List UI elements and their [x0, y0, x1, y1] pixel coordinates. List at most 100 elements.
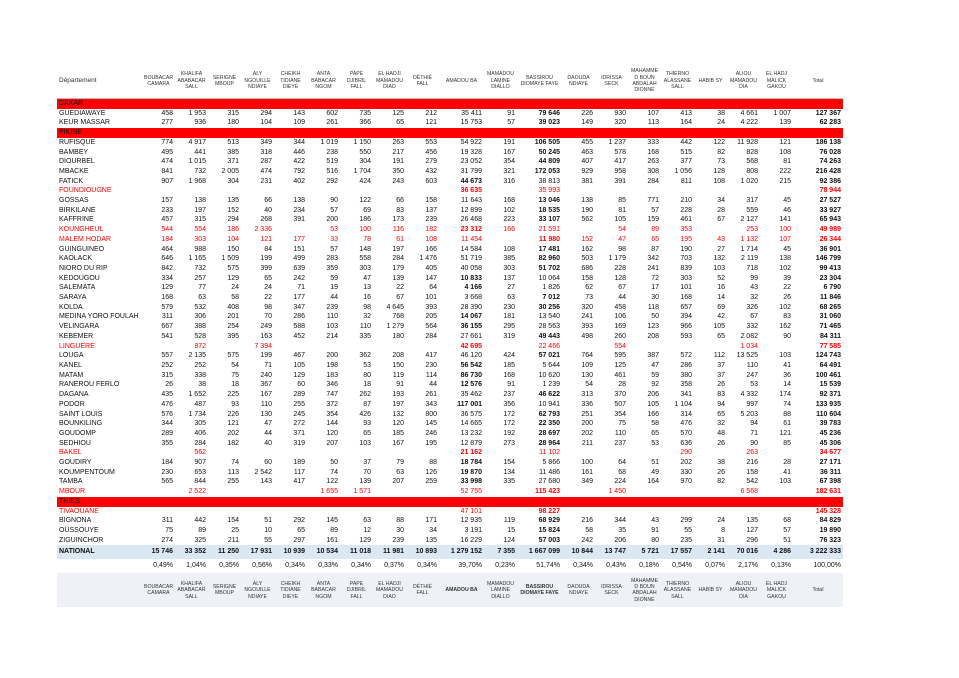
cell: 332 [746, 323, 758, 331]
cell [727, 186, 760, 196]
cell [760, 128, 793, 138]
cell: 0,34% [285, 562, 305, 570]
column-header: DÉTHIÉ FALL [406, 573, 439, 608]
cell [484, 98, 517, 109]
cell [241, 507, 274, 517]
cell: 578 [614, 148, 626, 156]
data-row: KOUMPENTOUM 230 653 113 2 542 117 74 70 63 126 19 … [57, 468, 843, 478]
cell: 2 141 [694, 545, 727, 560]
cell: 381 [581, 177, 593, 185]
cell: 182 [425, 226, 437, 234]
cell: 233 [161, 206, 173, 214]
cell: 58 [585, 526, 593, 534]
cell: 325 [194, 536, 206, 544]
cell: 34 [717, 197, 725, 205]
cell: 17 [651, 284, 659, 292]
cell [661, 507, 694, 517]
cell: 238 [326, 148, 338, 156]
cell: 544 [161, 226, 173, 234]
column-header: THIERNO ALASSANE SALL [661, 64, 694, 99]
cell: 54 922 [460, 138, 482, 146]
cell: 417 [425, 352, 437, 360]
cell: 108 [425, 235, 437, 243]
cell: 0,43% [606, 562, 626, 570]
cell: 78 944 [819, 187, 841, 195]
row-label: MBOUR [59, 488, 86, 496]
cell: 286 [680, 361, 692, 369]
row-label: MATAM [59, 371, 84, 379]
cell: 19 328 [460, 148, 482, 156]
cell: 528 [194, 332, 206, 340]
cell: 163 [260, 332, 272, 340]
column-header: CHEIKH TIDIANE DIEYE [274, 573, 307, 608]
cell: 65 [297, 526, 305, 534]
cell: 105 [713, 323, 725, 331]
cell: 424 [503, 352, 515, 360]
cell: 28 697 [538, 429, 560, 437]
column-header: SERIGNE MBOUP [208, 573, 241, 608]
cell: 35 [618, 526, 626, 534]
cell: 455 [581, 138, 593, 146]
cell [307, 128, 340, 138]
cell: 206 [614, 536, 626, 544]
cell: 49 443 [538, 332, 560, 340]
cell: 350 [392, 167, 404, 175]
cell: 145 [326, 517, 338, 525]
cell: 422 [293, 158, 305, 166]
cell: 308 [647, 167, 659, 175]
row-label: KAOLACK [59, 255, 93, 263]
cell: 371 [293, 429, 305, 437]
cell: 22 350 [538, 420, 560, 428]
cell: 36 311 [819, 468, 841, 476]
cell: - [793, 128, 843, 138]
cell: 319 [503, 332, 515, 340]
cell: 3 222 333 [793, 545, 843, 560]
cell: 108 [503, 245, 515, 253]
cell: 63 [363, 517, 371, 525]
cell: 53 [750, 381, 758, 389]
cell: 5 644 [542, 361, 560, 369]
data-row: FOUNDIOUGNE 36 635 35 993 78 944 [57, 186, 843, 196]
cell: 245 [293, 410, 305, 418]
cell: 263 [647, 158, 659, 166]
cell: 81 [618, 206, 626, 214]
cell: 15 753 [460, 119, 482, 127]
cell [274, 448, 307, 458]
data-row: DAKAR - [57, 98, 843, 109]
cell: 100 [581, 459, 593, 467]
cell [562, 342, 595, 352]
cell: 197 [392, 400, 404, 408]
cell: 311 [161, 313, 173, 321]
cell [484, 487, 517, 497]
cell [142, 487, 175, 497]
cell [406, 128, 439, 138]
cell: 1 237 [608, 138, 626, 146]
cell [142, 98, 175, 109]
cell [661, 186, 694, 196]
cell: 185 [503, 361, 515, 369]
column-header: THIERNO ALASSANE SALL [661, 573, 694, 608]
cell [373, 128, 406, 138]
cell: 22 [264, 294, 272, 302]
cell: 59 [651, 371, 659, 379]
cell: 0,34% [417, 562, 437, 570]
cell: 1 734 [188, 410, 206, 418]
cell [241, 487, 274, 497]
cell [661, 342, 694, 352]
cell [340, 342, 373, 352]
cell: 113 [227, 468, 239, 476]
data-row: LINGUERE 872 7 394 42 695 22 466 554 1 034 77 5… [57, 342, 843, 352]
cell: 13 525 [736, 352, 758, 360]
cell [694, 225, 727, 235]
cell: 32 [363, 313, 371, 321]
cell: 936 [194, 119, 206, 127]
row-label: NIORO DU RIP [59, 264, 108, 272]
cell: 117 [293, 468, 305, 476]
cell: 214 [326, 332, 338, 340]
cell: 65 [717, 410, 725, 418]
cell: 14 [783, 381, 791, 389]
cell: 474 [260, 167, 272, 175]
data-row: FATICK 907 1 968 304 231 402 292 424 243 603 44 67… [57, 177, 843, 187]
cell: 185 [392, 429, 404, 437]
cell: 0,54% [672, 562, 692, 570]
